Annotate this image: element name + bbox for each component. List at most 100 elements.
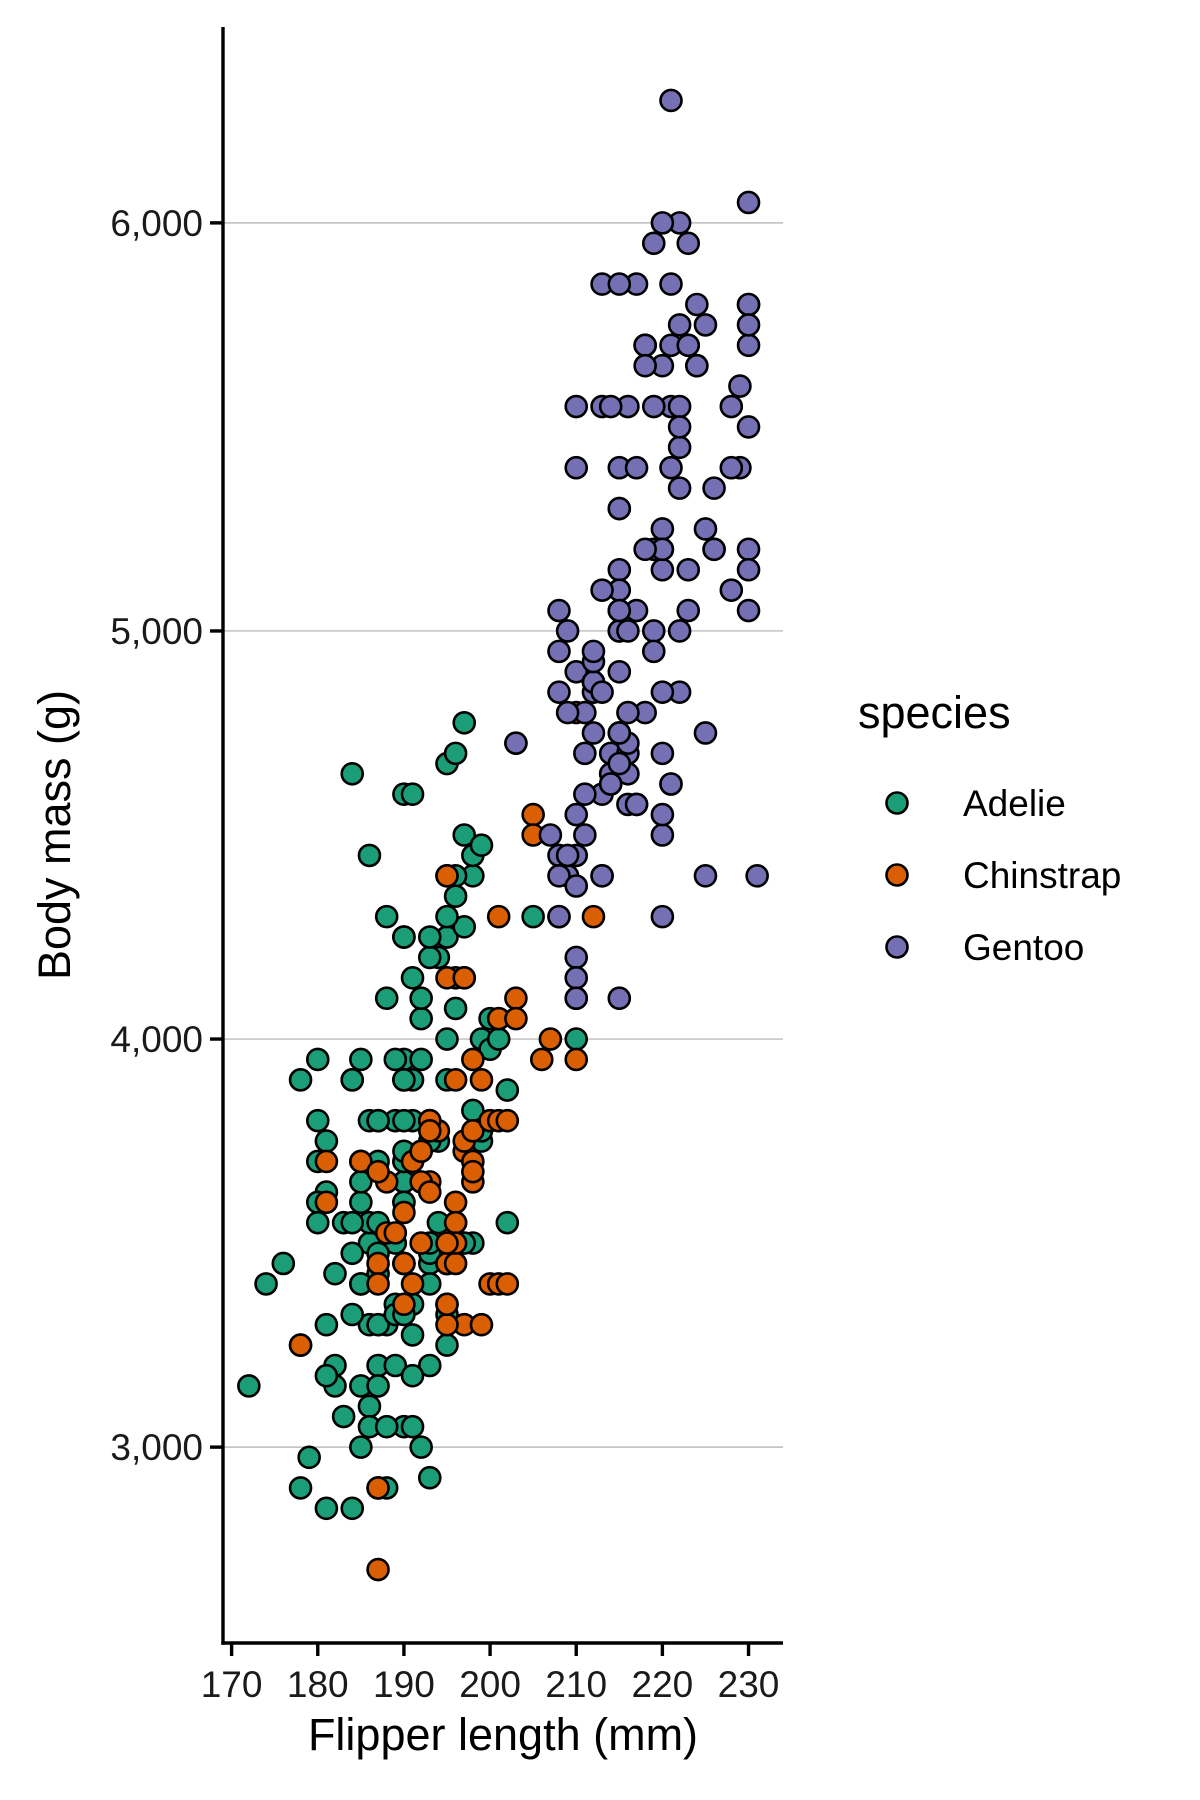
- legend-label: Gentoo: [963, 927, 1084, 968]
- point-adelie: [314, 1312, 339, 1337]
- point-adelie: [314, 1129, 339, 1153]
- point-chinstrap: [435, 1231, 459, 1255]
- point-adelie: [288, 1068, 313, 1092]
- point-gentoo: [624, 455, 649, 480]
- point-chinstrap: [435, 864, 459, 888]
- point-chinstrap: [469, 1068, 494, 1092]
- point-gentoo: [564, 874, 589, 898]
- point-gentoo: [581, 639, 606, 664]
- point-gentoo: [736, 313, 761, 337]
- point-adelie: [417, 1465, 442, 1490]
- point-adelie: [392, 1068, 416, 1092]
- point-chinstrap: [581, 904, 606, 929]
- point-gentoo: [676, 557, 701, 582]
- legend-entries: Adelie Chinstrap Gentoo: [885, 783, 1121, 968]
- point-gentoo: [633, 353, 657, 378]
- x-axis-title: Flipper length (mm): [308, 1709, 698, 1760]
- point-chinstrap: [461, 1047, 485, 1072]
- point-adelie: [392, 1108, 416, 1133]
- point-adelie: [366, 1312, 390, 1337]
- point-adelie: [392, 925, 416, 949]
- point-gentoo: [736, 537, 761, 562]
- point-gentoo: [581, 721, 606, 745]
- point-chinstrap: [400, 1272, 425, 1296]
- point-chinstrap: [486, 904, 511, 929]
- point-chinstrap: [417, 1119, 442, 1143]
- point-gentoo: [676, 231, 701, 256]
- point-gentoo: [693, 721, 718, 745]
- point-chinstrap: [529, 1047, 554, 1072]
- point-adelie: [400, 966, 425, 990]
- point-gentoo: [564, 802, 589, 827]
- point-gentoo: [650, 823, 675, 847]
- point-adelie: [469, 833, 494, 858]
- point-gentoo: [607, 496, 632, 521]
- point-gentoo: [667, 415, 692, 439]
- point-adelie: [409, 1006, 433, 1031]
- gridlines: [223, 222, 783, 1448]
- point-chinstrap: [504, 986, 528, 1011]
- point-gentoo: [693, 864, 718, 888]
- point-gentoo: [676, 598, 701, 623]
- point-adelie: [409, 1047, 433, 1072]
- point-adelie: [417, 925, 442, 949]
- point-chinstrap: [314, 1190, 339, 1215]
- point-gentoo: [607, 272, 632, 296]
- point-gentoo: [607, 721, 632, 745]
- point-adelie: [305, 1047, 330, 1072]
- point-gentoo: [736, 415, 761, 439]
- point-gentoo: [641, 639, 666, 664]
- point-adelie: [452, 823, 477, 847]
- legend: species Adelie Chinstrap Gentoo: [858, 687, 1121, 968]
- point-gentoo: [728, 374, 752, 398]
- point-gentoo: [641, 394, 666, 419]
- point-chinstrap: [495, 1272, 520, 1296]
- point-adelie: [357, 843, 382, 868]
- point-adelie: [443, 996, 468, 1021]
- point-adelie: [374, 986, 399, 1011]
- point-adelie: [331, 1404, 356, 1429]
- point-adelie: [409, 1435, 433, 1459]
- legend-key-adelie: [885, 791, 909, 815]
- point-gentoo: [598, 772, 623, 796]
- point-gentoo: [607, 751, 632, 776]
- point-adelie: [349, 1047, 373, 1072]
- point-chinstrap: [366, 1476, 390, 1500]
- point-adelie: [443, 884, 468, 909]
- point-adelie: [495, 1210, 520, 1235]
- point-gentoo: [685, 353, 709, 378]
- point-chinstrap: [366, 1251, 390, 1276]
- point-gentoo: [607, 598, 632, 623]
- y-tick-label: 5,000: [110, 611, 203, 652]
- point-gentoo: [676, 333, 701, 358]
- point-adelie: [435, 904, 459, 929]
- point-chinstrap: [314, 1149, 339, 1174]
- point-adelie: [400, 782, 425, 806]
- y-axis-title: Body mass (g): [29, 690, 80, 980]
- point-gentoo: [504, 731, 528, 755]
- point-gentoo: [624, 792, 649, 817]
- point-chinstrap: [417, 1180, 442, 1204]
- point-adelie: [374, 904, 399, 929]
- point-adelie: [374, 1414, 399, 1439]
- point-gentoo: [659, 88, 683, 113]
- point-gentoo: [616, 619, 640, 643]
- legend-title: species: [858, 687, 1011, 738]
- point-adelie: [417, 1353, 442, 1378]
- point-gentoo: [573, 782, 597, 806]
- point-gentoo: [573, 741, 597, 766]
- point-chinstrap: [409, 1231, 433, 1255]
- point-chinstrap: [392, 1292, 416, 1317]
- point-adelie: [271, 1251, 296, 1276]
- point-gentoo: [633, 333, 657, 358]
- x-tick-label: 210: [545, 1664, 607, 1705]
- point-chinstrap: [469, 1312, 494, 1337]
- point-chinstrap: [435, 1292, 459, 1317]
- point-gentoo: [633, 537, 657, 562]
- point-adelie: [305, 1108, 330, 1133]
- point-chinstrap: [383, 1221, 408, 1245]
- point-adelie: [340, 1068, 365, 1092]
- x-tick-label: 190: [373, 1664, 435, 1705]
- point-gentoo: [702, 537, 726, 562]
- point-gentoo: [693, 517, 718, 541]
